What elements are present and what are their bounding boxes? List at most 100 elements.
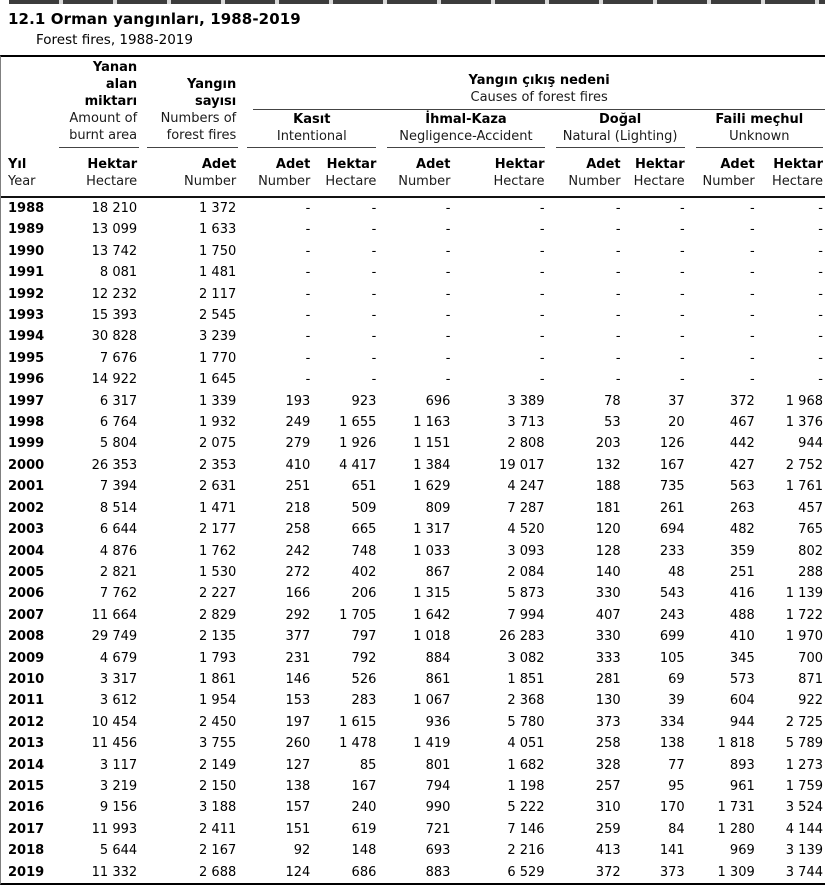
value-cell: 2 752 bbox=[785, 457, 823, 473]
value-cell: 84 bbox=[668, 821, 685, 837]
value-cell: 373 bbox=[659, 864, 685, 880]
value-cell: - bbox=[679, 308, 685, 324]
year-cell: 1994 bbox=[8, 329, 45, 345]
value-cell: 1 954 bbox=[199, 693, 237, 709]
year-cell: 2002 bbox=[8, 500, 45, 516]
value-cell: 39 bbox=[668, 693, 685, 709]
value-cell: - bbox=[371, 201, 377, 216]
value-cell: 334 bbox=[659, 714, 685, 730]
value-cell: 1 033 bbox=[413, 543, 451, 559]
value-cell: 1 615 bbox=[339, 714, 377, 730]
value-cell: 26 283 bbox=[499, 629, 545, 645]
value-cell: 410 bbox=[285, 457, 311, 473]
value-cell: 132 bbox=[595, 457, 621, 473]
value-cell: 5 222 bbox=[507, 800, 545, 816]
value-cell: 884 bbox=[425, 650, 451, 666]
table-row: 2014 3 117 2 149 127 85 801 1 682 328 77 893 1 273 bbox=[1, 755, 825, 776]
value-cell: 243 bbox=[659, 607, 685, 623]
value-cell: 563 bbox=[729, 479, 755, 495]
value-cell: 4 679 bbox=[99, 650, 138, 666]
year-cell: 1992 bbox=[8, 286, 45, 302]
value-cell: 2 353 bbox=[199, 457, 237, 473]
value-cell: - bbox=[539, 308, 545, 324]
value-cell: 1 932 bbox=[199, 415, 237, 431]
value-cell: 2 545 bbox=[199, 308, 237, 324]
value-cell: 3 093 bbox=[507, 543, 545, 559]
value-cell: 604 bbox=[729, 693, 755, 709]
value-cell: - bbox=[305, 243, 311, 259]
value-cell: 18 210 bbox=[91, 201, 138, 216]
value-cell: - bbox=[615, 308, 621, 324]
value-cell: - bbox=[818, 201, 823, 216]
value-cell: 5 804 bbox=[99, 436, 138, 452]
year-cell: 2012 bbox=[8, 714, 45, 730]
unit-hectare-label: Hectare bbox=[86, 174, 138, 189]
value-cell: 1 530 bbox=[199, 564, 237, 580]
value-cell: - bbox=[615, 222, 621, 238]
value-cell: 124 bbox=[285, 864, 311, 880]
header-burnt-area-tr: Yanan alan miktarı bbox=[84, 60, 138, 109]
value-cell: 573 bbox=[729, 671, 755, 687]
year-cell: 2019 bbox=[8, 864, 45, 880]
value-cell: 181 bbox=[595, 500, 621, 516]
value-cell: 1 968 bbox=[785, 393, 823, 409]
value-cell: - bbox=[445, 308, 451, 324]
unit-hektar-label: Hektar bbox=[87, 157, 138, 172]
value-cell: 665 bbox=[351, 522, 377, 538]
value-cell: 4 876 bbox=[99, 543, 138, 559]
value-cell: 407 bbox=[595, 607, 621, 623]
value-cell: 3 082 bbox=[507, 650, 545, 666]
table-row: 1994 30 828 3 239 - - - - - - - - bbox=[1, 326, 825, 347]
value-cell: 2 216 bbox=[507, 843, 545, 859]
value-cell: 526 bbox=[351, 671, 377, 687]
value-cell: 7 146 bbox=[507, 821, 545, 837]
year-cell: 1988 bbox=[8, 201, 45, 216]
value-cell: - bbox=[371, 243, 377, 259]
value-cell: 272 bbox=[285, 564, 311, 580]
year-cell: 2010 bbox=[8, 671, 45, 687]
table-row: 1997 6 317 1 339 193 923 696 3 389 78 37 372 1 968 bbox=[1, 391, 825, 412]
header-year: Yıl Year bbox=[1, 148, 51, 197]
value-cell: 699 bbox=[659, 629, 685, 645]
value-cell: 240 bbox=[351, 800, 377, 816]
unit-negligence-hectare: Hektar Hectare bbox=[452, 148, 546, 197]
value-cell: 1 770 bbox=[199, 350, 237, 366]
year-cell: 2015 bbox=[8, 778, 45, 794]
value-cell: 2 411 bbox=[199, 821, 237, 837]
value-cell: 130 bbox=[595, 693, 621, 709]
value-cell: 279 bbox=[285, 436, 311, 452]
value-cell: 11 332 bbox=[91, 864, 138, 880]
value-cell: 330 bbox=[595, 629, 621, 645]
value-cell: 1 419 bbox=[413, 736, 451, 752]
value-cell: - bbox=[305, 350, 311, 366]
table-row: 2009 4 679 1 793 231 792 884 3 082 333 105 345 700 bbox=[1, 648, 825, 669]
value-cell: 85 bbox=[359, 757, 377, 773]
value-cell: 4 520 bbox=[507, 522, 545, 538]
unit-number-label: Number bbox=[568, 174, 621, 189]
value-cell: 105 bbox=[659, 650, 685, 666]
value-cell: 257 bbox=[595, 778, 621, 794]
value-cell: 6 529 bbox=[507, 864, 545, 880]
value-cell: 721 bbox=[425, 821, 451, 837]
value-cell: 9 156 bbox=[99, 800, 138, 816]
value-cell: 7 676 bbox=[99, 350, 138, 366]
value-cell: 10 454 bbox=[91, 714, 138, 730]
value-cell: 3 188 bbox=[199, 800, 237, 816]
value-cell: 748 bbox=[351, 543, 377, 559]
value-cell: 2 688 bbox=[199, 864, 237, 880]
table-row: 2017 11 993 2 411 151 619 721 7 146 259 84 1 280 4… bbox=[1, 819, 825, 840]
year-cell: 2001 bbox=[8, 479, 45, 495]
value-cell: 1 705 bbox=[339, 607, 377, 623]
value-cell: - bbox=[371, 350, 377, 366]
value-cell: 1 280 bbox=[717, 821, 755, 837]
table-body: 1988 18 210 1 372 - - - - - - - - 1989 13 099 1 633 - -… bbox=[1, 197, 825, 883]
value-cell: 292 bbox=[285, 607, 311, 623]
header-fire-count-tr: Yangın sayısı bbox=[186, 77, 237, 109]
value-cell: 1 478 bbox=[339, 736, 377, 752]
value-cell: - bbox=[371, 329, 377, 345]
value-cell: 944 bbox=[729, 714, 755, 730]
value-cell: - bbox=[679, 222, 685, 238]
value-cell: 619 bbox=[351, 821, 377, 837]
unit-intentional-number: Adet Number bbox=[238, 148, 312, 197]
